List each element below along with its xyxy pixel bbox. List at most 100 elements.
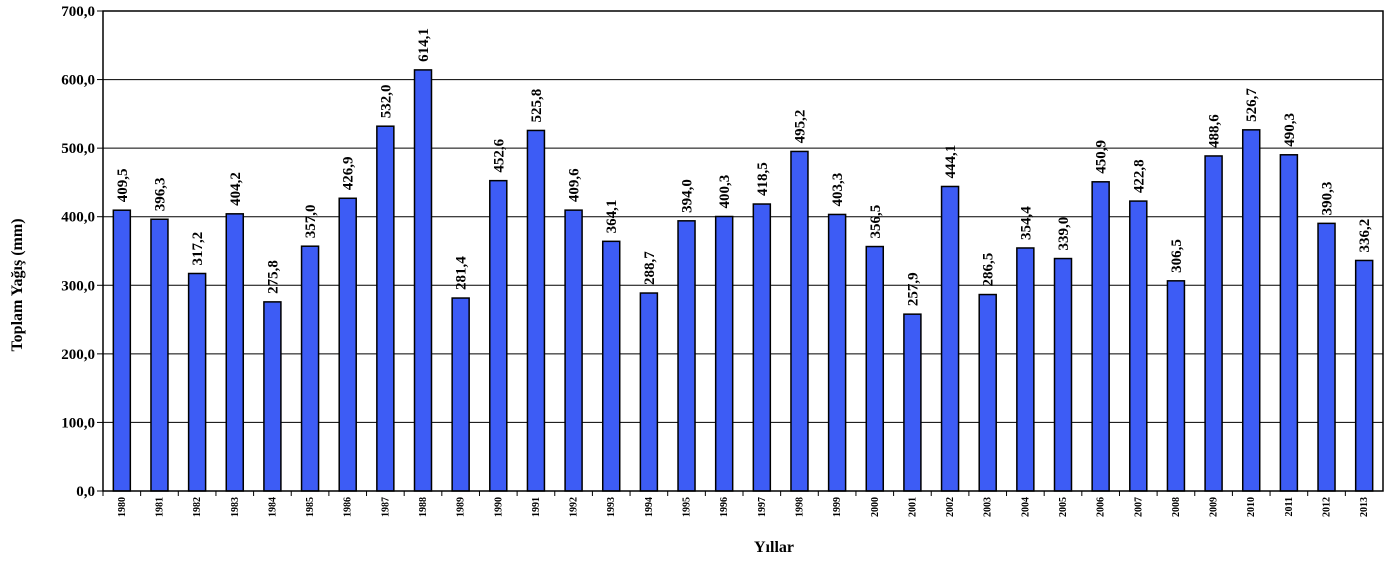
data-label: 394,0 [680, 179, 696, 213]
data-label: 286,5 [981, 253, 997, 287]
bar [1317, 222, 1336, 492]
x-tick-label: 1983 [230, 497, 241, 517]
data-label: 336,2 [1357, 219, 1373, 253]
y-tick-label: 700,0 [61, 4, 95, 20]
x-tick-label: 2004 [1020, 497, 1031, 517]
bar [790, 150, 809, 492]
data-labels: 409,5 396,3 317,2 404,2 275,8 357,0 426,9 532,0… [115, 28, 1373, 306]
x-tick-label: 1997 [757, 497, 768, 517]
bar [1279, 154, 1299, 492]
data-label: 364,1 [604, 200, 620, 234]
bar [225, 213, 245, 492]
x-tick-label: 2012 [1322, 497, 1333, 517]
x-tick-label: 2006 [1096, 497, 1107, 517]
data-label: 357,0 [303, 204, 319, 238]
bar [564, 209, 583, 492]
data-label: 400,3 [717, 175, 733, 209]
x-tick-label: 2010 [1246, 497, 1257, 517]
bar [1204, 155, 1223, 492]
x-tick-label: 1991 [531, 497, 542, 517]
data-label: 418,5 [755, 162, 771, 196]
x-tick-label: 1989 [456, 497, 467, 517]
x-tick-label: 2009 [1209, 497, 1220, 517]
y-axis-title: Toplam Yağış (mm) [9, 218, 26, 351]
x-tick-label: 2011 [1284, 497, 1295, 516]
x-tick-label: 1985 [305, 497, 316, 517]
data-label: 426,9 [341, 157, 357, 191]
x-tick-label: 2013 [1359, 497, 1370, 517]
bar [601, 240, 621, 492]
data-label: 356,5 [868, 205, 884, 239]
bar [413, 69, 433, 492]
x-axis-title: Yıllar [754, 539, 794, 556]
x-tick-label: 1992 [569, 497, 580, 517]
x-tick-label: 1988 [418, 497, 429, 517]
bar [827, 213, 847, 492]
bar [1016, 247, 1035, 492]
data-label: 409,5 [115, 168, 131, 202]
data-label: 490,3 [1282, 113, 1298, 147]
y-tick-label: 300,0 [61, 278, 95, 294]
x-tick-label: 1990 [493, 497, 504, 517]
x-tick-label: 1998 [794, 497, 805, 517]
data-label: 495,2 [792, 110, 808, 144]
bar [489, 179, 508, 492]
x-tick-label: 2001 [907, 497, 918, 517]
x-tick-label: 2007 [1133, 497, 1144, 517]
y-tick-label: 500,0 [61, 141, 95, 157]
x-tick-label: 1987 [380, 497, 391, 517]
x-tick-labels: 1980 1981 1982 1983 1984 1985 1986 1987 1988 1989… [117, 497, 1370, 517]
data-label: 409,6 [567, 168, 583, 202]
bar [1129, 200, 1148, 492]
bar [187, 272, 207, 492]
y-tick-label: 400,0 [61, 210, 95, 226]
bar [978, 293, 997, 492]
x-tick-label: 2008 [1171, 497, 1182, 517]
data-label: 444,1 [943, 145, 959, 179]
bar [714, 215, 734, 492]
x-tick-label: 1993 [606, 497, 617, 517]
bars [112, 69, 1374, 492]
x-tick-label: 2000 [870, 497, 881, 517]
bar [865, 245, 885, 492]
bar [940, 185, 960, 492]
bar [451, 297, 470, 492]
y-tick-label: 100,0 [61, 415, 95, 431]
bar [300, 245, 320, 492]
data-label: 281,4 [454, 256, 470, 290]
data-label: 306,5 [1169, 239, 1185, 273]
x-tick-label: 1981 [154, 497, 165, 517]
data-label: 422,8 [1131, 159, 1147, 193]
x-tick-label: 1982 [192, 497, 203, 517]
data-label: 526,7 [1244, 88, 1260, 122]
bar [338, 197, 357, 492]
data-label: 288,7 [642, 251, 658, 285]
data-label: 354,4 [1018, 206, 1034, 240]
x-tick-label: 1996 [719, 497, 730, 517]
bar [150, 218, 169, 492]
bar [112, 209, 132, 492]
bar [1354, 259, 1374, 492]
x-tick-label: 1980 [117, 497, 128, 517]
bar [526, 129, 546, 492]
bar [376, 125, 395, 492]
y-tick-label: 200,0 [61, 347, 95, 363]
data-label: 450,9 [1094, 140, 1110, 174]
data-label: 404,2 [228, 172, 244, 206]
bar [263, 301, 282, 492]
data-label: 257,9 [905, 272, 921, 306]
bar [752, 203, 772, 492]
data-label: 525,8 [529, 89, 545, 123]
data-label: 403,3 [830, 173, 846, 207]
y-tick-label: 600,0 [61, 73, 95, 89]
plot-frame [97, 10, 1384, 496]
bar [639, 292, 659, 492]
x-tick-label: 1999 [832, 497, 843, 517]
bar [677, 220, 696, 492]
data-label: 390,3 [1320, 182, 1336, 216]
x-tick-label: 2002 [945, 497, 956, 517]
x-tick-label: 1986 [343, 497, 354, 517]
data-label: 488,6 [1207, 114, 1223, 148]
